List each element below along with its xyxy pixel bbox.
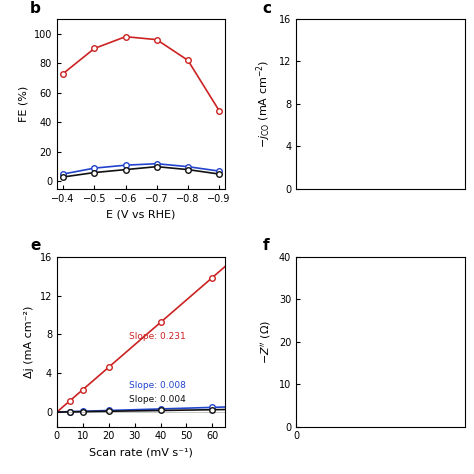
Y-axis label: Δj (mA cm⁻²): Δj (mA cm⁻²): [24, 305, 34, 378]
Text: c: c: [263, 0, 272, 16]
Text: f: f: [263, 238, 269, 254]
Y-axis label: $-Z^{\prime\prime}$ ($\Omega$): $-Z^{\prime\prime}$ ($\Omega$): [259, 319, 273, 364]
Text: b: b: [30, 0, 41, 16]
Text: e: e: [30, 238, 40, 254]
Text: Slope: 0.008: Slope: 0.008: [129, 381, 186, 390]
Text: Slope: 0.004: Slope: 0.004: [129, 395, 186, 404]
Text: Slope: 0.231: Slope: 0.231: [129, 332, 186, 341]
X-axis label: Scan rate (mV s⁻¹): Scan rate (mV s⁻¹): [89, 447, 193, 457]
X-axis label: E (V vs RHE): E (V vs RHE): [107, 209, 176, 219]
Y-axis label: $-j_{\rm CO}$ (mA cm$^{-2}$): $-j_{\rm CO}$ (mA cm$^{-2}$): [255, 60, 273, 148]
Y-axis label: FE (%): FE (%): [18, 86, 28, 122]
